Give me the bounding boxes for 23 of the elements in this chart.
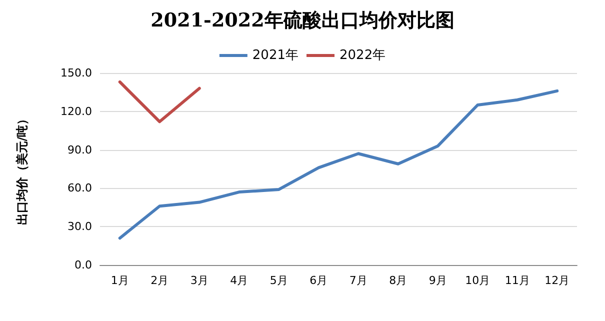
x-tick-label: 5月 [270, 274, 288, 287]
x-tick-label: 1月 [110, 274, 129, 287]
legend-label: 2022年 [340, 48, 386, 63]
x-tick-label: 12月 [544, 274, 570, 287]
y-tick-label: 0.0 [74, 258, 92, 272]
x-tick-label: 6月 [310, 274, 328, 287]
x-tick-label: 11月 [504, 274, 530, 287]
x-tick-label: 9月 [428, 274, 447, 287]
y-tick-label: 150.0 [60, 66, 92, 80]
y-tick-label: 90.0 [68, 143, 92, 156]
x-tick-label: 3月 [190, 274, 208, 287]
x-tick-label: 7月 [349, 274, 368, 287]
y-tick-label: 60.0 [68, 182, 92, 195]
y-axis-title: 出口均价（美元/吨） [15, 112, 29, 226]
line-series [118, 89, 559, 240]
legend-label: 2021年 [252, 48, 299, 63]
x-tick-label: 4月 [230, 274, 248, 287]
y-tick-label: 120.0 [60, 104, 92, 118]
chart-title: 2021-2022年硫酸出口均价对比图 [150, 10, 454, 32]
x-tick-label: 8月 [389, 274, 408, 287]
y-tick-label: 30.0 [68, 220, 92, 234]
x-tick-label: 10月 [465, 274, 490, 287]
x-tick-label: 2月 [150, 274, 169, 287]
